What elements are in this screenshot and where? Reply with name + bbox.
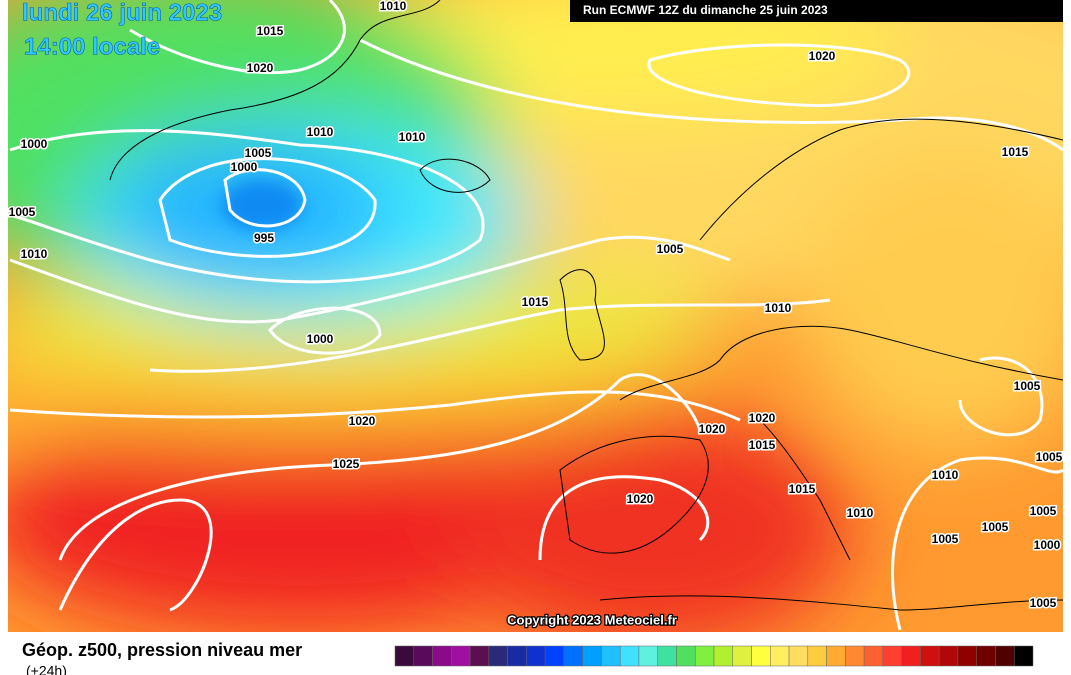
isobar-label: 1015: [749, 438, 776, 452]
copyright: Copyright 2023 Meteociel.fr: [507, 612, 677, 627]
time-title: 14:00 locale: [24, 33, 160, 60]
isobar-label: 1020: [349, 414, 376, 428]
isobar-label: 1020: [699, 422, 726, 436]
color-swatch: [451, 645, 471, 667]
isobar-label: 1010: [765, 301, 792, 315]
isobar-label: 1005: [245, 146, 272, 160]
color-swatch: [713, 645, 734, 667]
isobar-label: 1020: [809, 49, 836, 63]
footer-lead: (+24h): [26, 663, 67, 675]
color-swatch: [526, 645, 546, 667]
run-banner: [570, 0, 1063, 22]
isobar-label: 1000: [1034, 538, 1061, 552]
isobar-label: 1005: [1030, 504, 1057, 518]
isobar-label: 1020: [627, 492, 654, 506]
color-swatch: [694, 645, 715, 667]
isobar-label: 1010: [932, 468, 959, 482]
isobar-label: 1020: [247, 61, 274, 75]
color-swatch: [601, 645, 621, 667]
color-swatch: [432, 645, 452, 667]
footer-title: Géop. z500, pression niveau mer: [22, 640, 302, 660]
color-swatch: [469, 645, 490, 667]
isobar-label: 1010: [399, 130, 426, 144]
isobar-label: 1005: [657, 242, 684, 256]
color-swatch: [788, 645, 809, 667]
color-swatch: [657, 645, 677, 667]
isobar-label: 1010: [847, 506, 874, 520]
color-swatch: [882, 645, 902, 667]
color-swatch: [995, 645, 1015, 667]
isobar-label: 1000: [231, 160, 258, 174]
color-swatch: [582, 645, 602, 667]
color-swatch: [676, 645, 696, 667]
coastlines: [109, 0, 1063, 611]
isobar-label: 1000: [307, 332, 334, 346]
color-scale: [394, 645, 1034, 667]
isobar-label: 1010: [307, 125, 334, 139]
color-swatch: [413, 645, 433, 667]
color-swatch: [845, 645, 865, 667]
isobar-label: 1005: [932, 532, 959, 546]
color-swatch: [938, 645, 959, 667]
isobar-label: 1020: [749, 411, 776, 425]
color-swatch: [1013, 645, 1034, 667]
color-swatch: [826, 645, 846, 667]
color-swatch: [807, 645, 827, 667]
color-swatch: [901, 645, 921, 667]
isobar-label: 1005: [1014, 379, 1041, 393]
color-swatch: [920, 645, 940, 667]
color-swatch: [394, 645, 415, 667]
isobar-label: 1015: [522, 295, 549, 309]
color-swatch: [957, 645, 977, 667]
color-swatch: [488, 645, 508, 667]
run-text: Run ECMWF 12Z du dimanche 25 juin 2023: [583, 3, 828, 17]
color-swatch: [770, 645, 790, 667]
isobar-label: 1015: [257, 24, 284, 38]
color-swatch: [544, 645, 565, 667]
color-swatch: [732, 645, 752, 667]
isobar-label: 1005: [1030, 596, 1057, 610]
isobar-label: 1000: [21, 137, 48, 151]
isobars: [9, 0, 1063, 631]
color-swatch: [507, 645, 527, 667]
color-swatch: [619, 645, 640, 667]
isobar-label: 1015: [1002, 145, 1029, 159]
isobar-label: 1015: [789, 482, 816, 496]
color-swatch: [563, 645, 583, 667]
color-swatch: [638, 645, 658, 667]
date-title: lundi 26 juin 2023: [22, 0, 222, 26]
isobar-label: 1010: [21, 247, 48, 261]
color-swatch: [976, 645, 996, 667]
isobar-label: 1010: [380, 0, 407, 13]
isobar-label: 1005: [1036, 450, 1063, 464]
color-swatch: [751, 645, 771, 667]
field: [8, 0, 1063, 632]
isobar-label: 1005: [9, 205, 36, 219]
isobar-label: 1025: [333, 457, 360, 471]
color-swatch: [863, 645, 884, 667]
isobar-label: 995: [254, 231, 274, 245]
isobar-label: 1005: [982, 520, 1009, 534]
